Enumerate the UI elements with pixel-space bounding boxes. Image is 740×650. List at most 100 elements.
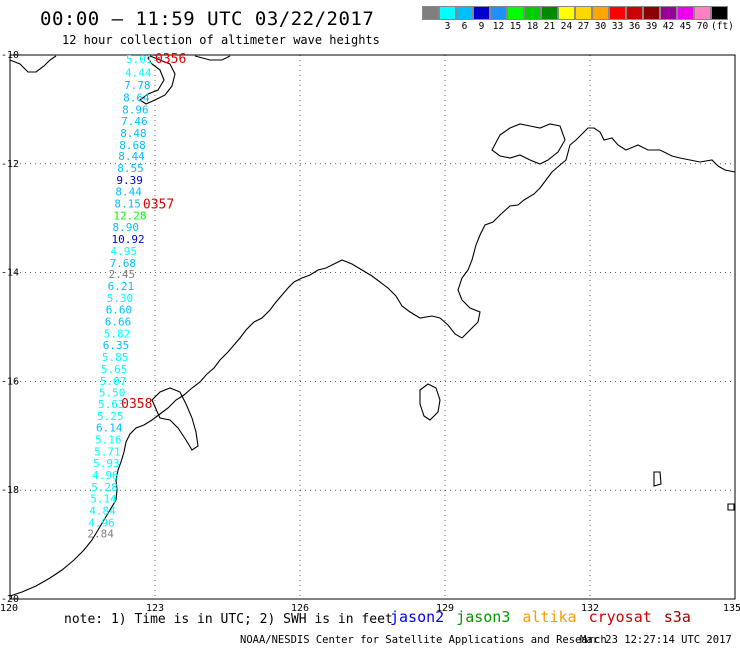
wave-height-label: 4.96 [88,516,115,529]
wave-height-label: 5.28 [91,481,118,494]
footer-satellites: jason2 jason3 altika cryosat s3a [390,608,703,626]
coastline-kimberley [9,127,736,597]
wave-height-label: 5.65 [101,363,128,376]
chart-subtitle: 12 hour collection of altimeter wave hei… [62,33,380,47]
wave-height-label: 9.39 [116,174,143,187]
colorbar-label: 9 [478,21,485,32]
colorbar-label: 24 [560,21,573,32]
pass-time-label: 0357 [143,198,174,213]
map-labels: 5.014.447.788.648.967.468.488.688.448.55… [87,52,186,541]
wave-height-label: 6.14 [96,422,123,435]
colorbar [422,6,728,20]
colorbar-swatch [541,6,558,20]
colorbar-label: 12 [492,21,505,32]
colorbar-label: 39 [645,21,658,32]
colorbar-label: 45 [679,21,692,32]
colorbar-swatch [643,6,660,20]
colorbar-labels: 3 6 9 12 15 18 21 24 27 30 33 36 39 42 45 70 (ft) [422,21,734,32]
colorbar-swatch [439,6,456,20]
lon-tick-label: 132 [581,603,599,614]
colorbar-swatch [609,6,626,20]
colorbar-label: 3 [444,21,451,32]
colorbar-label: 6 [461,21,468,32]
colorbar-swatch [473,6,490,20]
wave-height-label: 6.66 [105,316,132,329]
wave-height-label: 8.15 [114,198,140,211]
chart-title: 00:00 – 11:59 UTC 03/22/2017 [40,8,375,30]
wave-height-label: 8.90 [112,221,139,234]
lon-tick-label: 126 [291,603,309,614]
wave-height-label: 7.46 [121,115,147,128]
wave-height-label: 12.28 [113,209,146,222]
coastline-island-top [194,55,231,61]
wave-height-label: 2.84 [87,528,114,541]
wave-height-label: 6.35 [103,339,130,352]
satellite-legend-jason2: jason2 [390,608,445,626]
colorbar-swatch [456,6,473,20]
colorbar-label: 42 [662,21,675,32]
colorbar-label: (ft) [711,21,734,32]
coastline-island-tiwi [491,123,566,165]
wave-height-label: 5.14 [90,492,117,505]
colorbar-swatch [490,6,507,20]
footer-note: note: 1) Time is in UTC; 2) SWH is in fe… [64,612,393,627]
wave-height-label: 5.30 [107,292,133,305]
wave-height-label: 4.95 [111,245,137,258]
lon-tick-label: 135 [723,603,740,614]
colorbar-swatch [524,6,541,20]
colorbar-label: 36 [628,21,641,32]
lat-tick-label: -10 [1,50,19,61]
wave-height-label: 6.60 [106,304,133,317]
wave-height-label: 5.63 [98,398,125,411]
colorbar-label: 21 [543,21,556,32]
colorbar-label: 27 [577,21,590,32]
colorbar-label: 15 [509,21,522,32]
pass-time-label: 0358 [121,397,152,412]
lon-tick-label: 120 [0,603,18,614]
coastline-island-n [139,55,176,105]
colorbar-swatch [422,6,439,20]
wave-height-label: 5.01 [126,53,153,66]
lat-tick-label: -20 [1,594,19,605]
lat-tick-label: -14 [1,268,19,279]
lat-tick-label: -18 [1,485,19,496]
satellite-legend-cryosat: cryosat [588,608,652,626]
wave-height-label: 7.68 [110,257,137,270]
coastline-island-small-2 [727,503,735,511]
wave-height-label: 2.45 [109,268,136,281]
wave-height-label: 8.55 [117,162,144,175]
colorbar-label: 18 [526,21,539,32]
wave-height-label: 5.07 [100,375,127,388]
wave-height-label: 10.92 [112,233,145,246]
coastline-island-nw [9,55,57,73]
colorbar-label: 30 [594,21,607,32]
colorbar-swatch [575,6,592,20]
colorbar-swatch [660,6,677,20]
colorbar-swatch [626,6,643,20]
satellite-legend-jason3: jason3 [456,608,511,626]
colorbar-swatch [592,6,609,20]
lon-tick-label: 123 [146,603,164,614]
colorbar-swatch [711,6,728,20]
colorbar-swatch [558,6,575,20]
wave-height-label: 4.84 [89,504,116,517]
coastline-island-small-1 [653,471,662,487]
footer-timestamp: Mar 23 12:27:14 UTC 2017 [580,634,732,646]
lat-tick-label: -12 [1,159,19,170]
wave-height-label: 6.21 [108,280,135,293]
wave-height-label: 8.68 [119,139,146,152]
wave-height-label: 4.96 [92,469,119,482]
wave-height-label: 8.44 [115,186,142,199]
coastline-king-sound [151,387,199,451]
satellite-legend-s3a: s3a [663,608,691,626]
wave-height-label: 8.44 [118,150,145,163]
colorbar-swatch [677,6,694,20]
wave-height-label: 8.48 [120,127,147,140]
lat-tick-label: -16 [1,376,19,387]
wave-height-label: 5.82 [104,328,130,341]
pass-time-label: 0356 [155,52,186,67]
colorbar-label: 70 [696,21,709,32]
wave-height-label: 5.93 [93,457,120,470]
wave-height-label: 5.71 [94,446,121,459]
wave-height-label: 7.78 [124,79,151,92]
